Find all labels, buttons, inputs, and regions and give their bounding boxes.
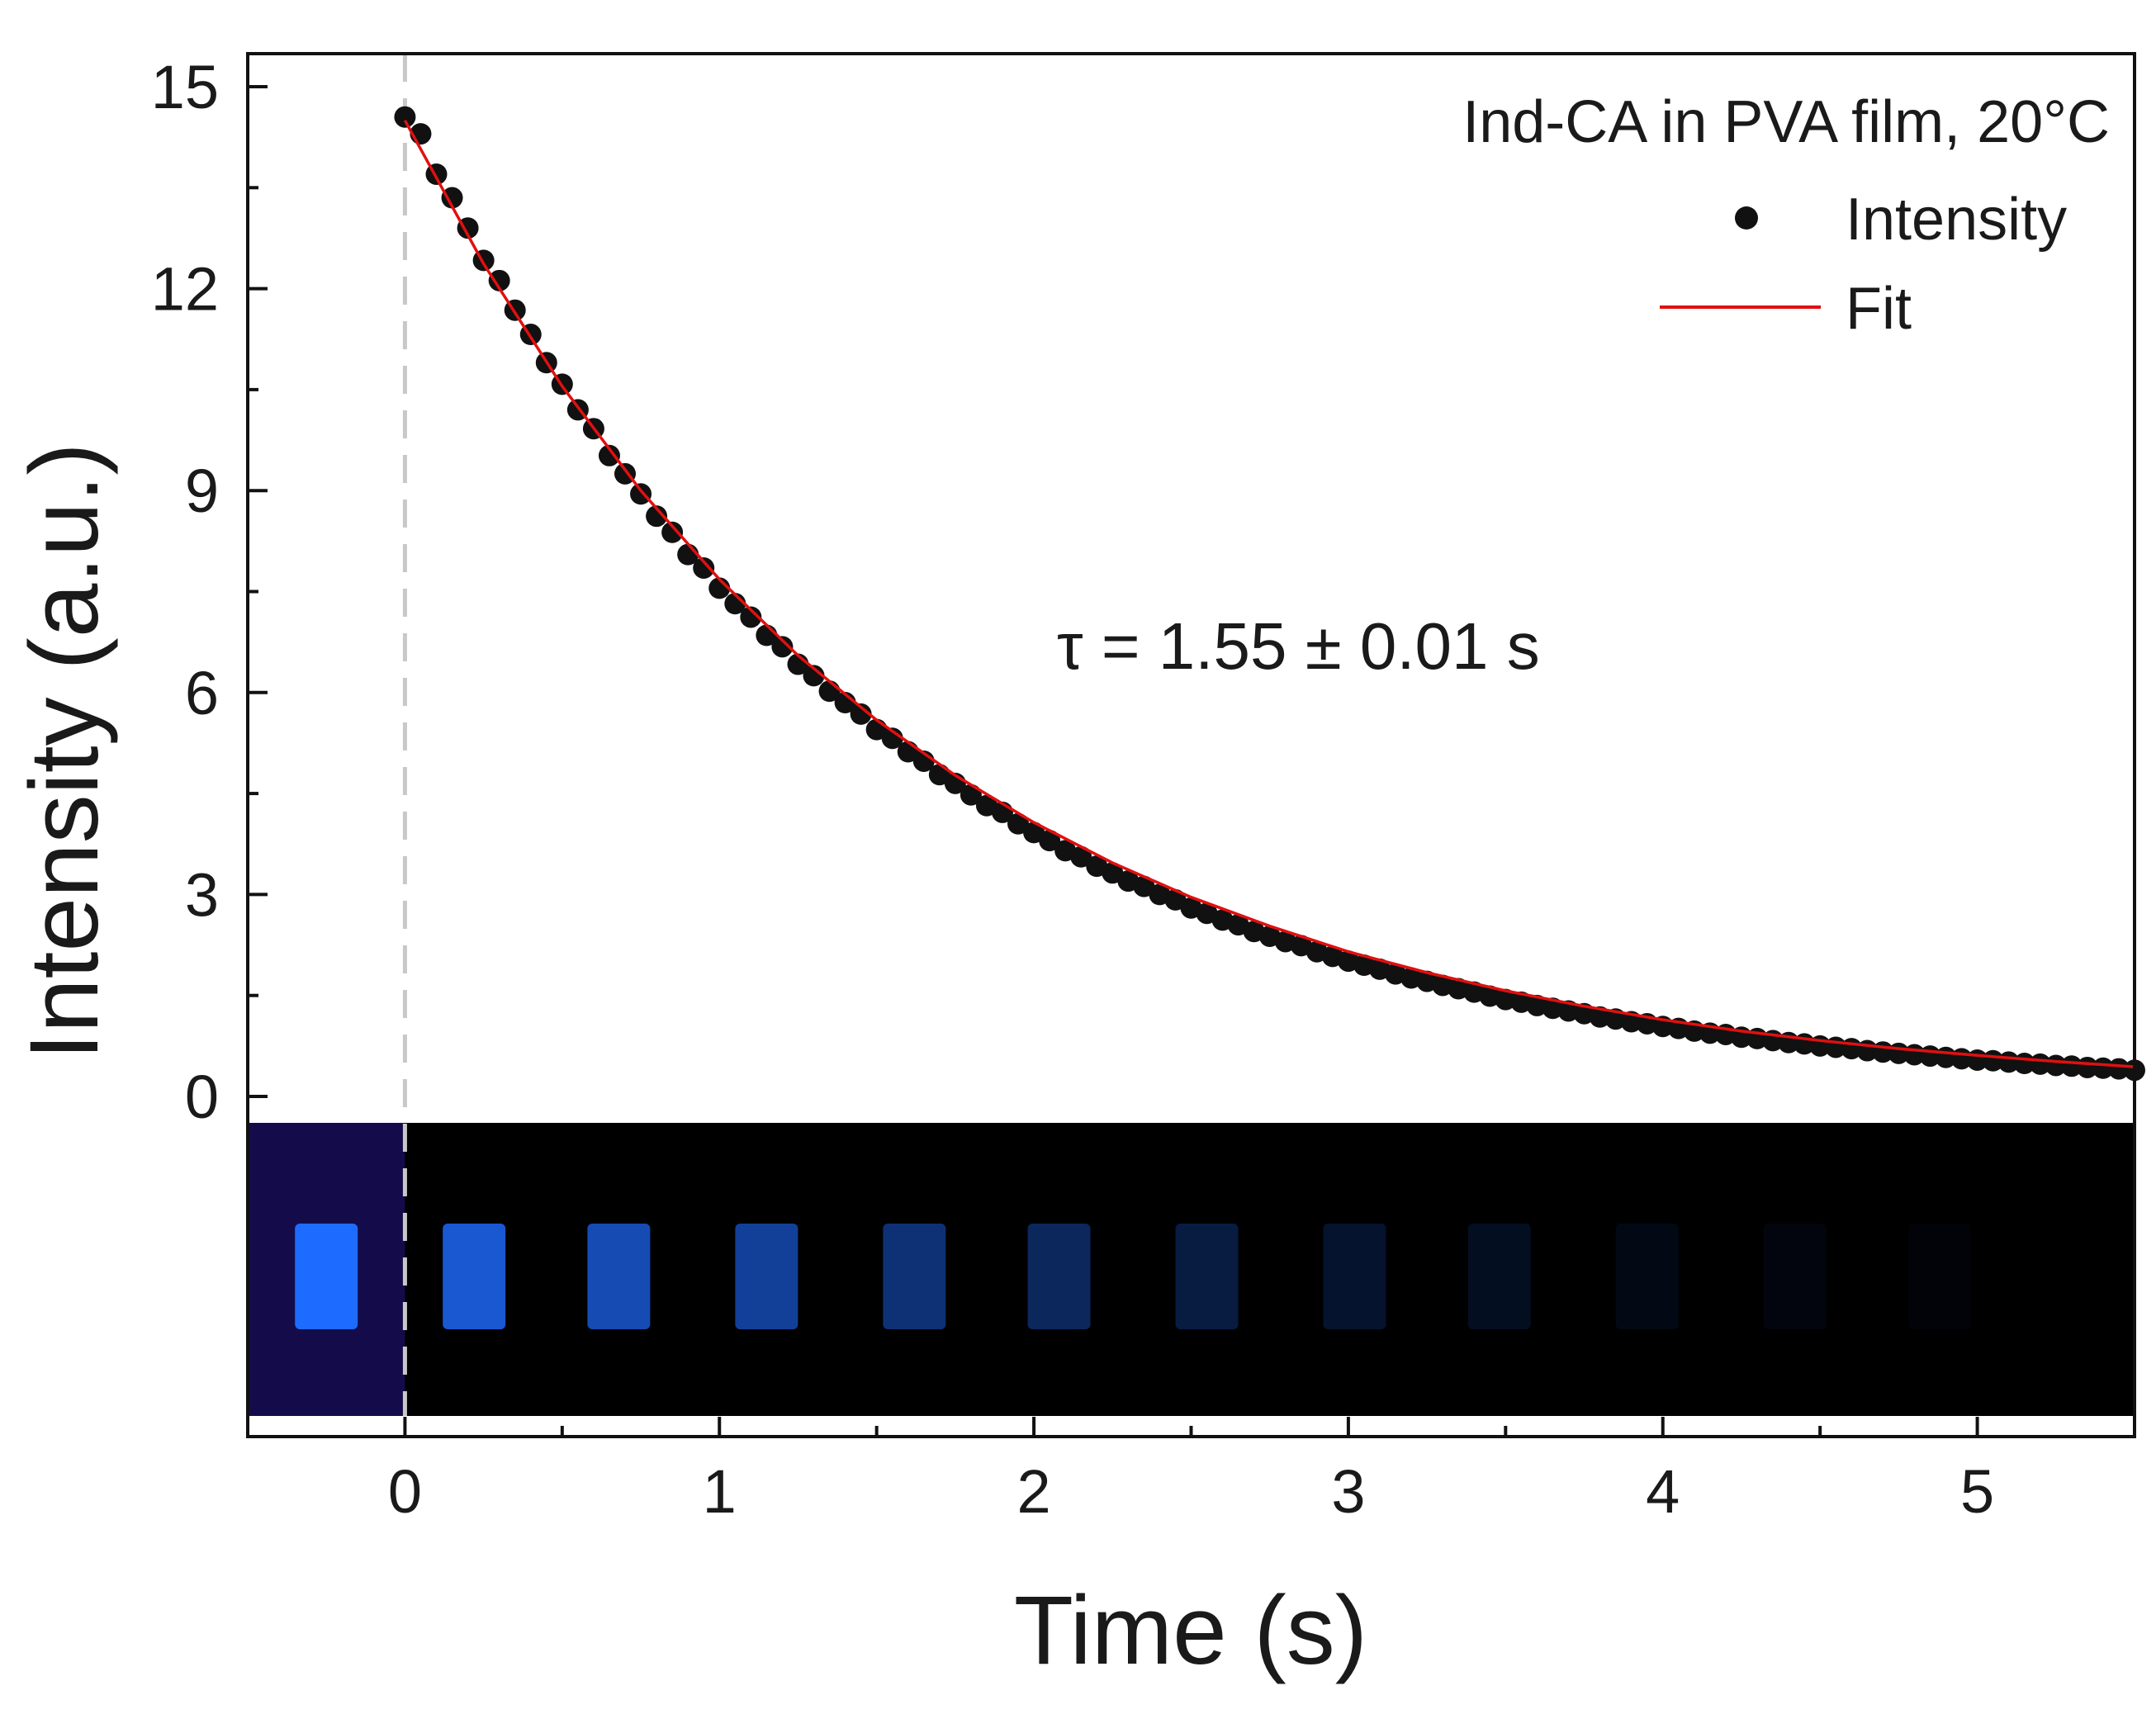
data-point bbox=[394, 106, 416, 128]
data-point bbox=[598, 444, 620, 466]
photo-inset bbox=[248, 54, 2135, 1416]
legend-intensity-marker bbox=[1735, 206, 1758, 230]
inset-frame bbox=[587, 1224, 651, 1329]
x-tick-label: 0 bbox=[388, 1457, 422, 1526]
inset-frame bbox=[443, 1224, 506, 1329]
y-tick-label: 12 bbox=[151, 255, 219, 324]
inset-frame bbox=[1763, 1224, 1827, 1329]
data-point bbox=[646, 505, 668, 528]
inset-frame bbox=[1467, 1224, 1531, 1329]
data-point bbox=[488, 269, 510, 291]
data-point bbox=[740, 606, 762, 628]
sample-annotation: Ind-CA in PVA film, 20°C bbox=[1462, 89, 2110, 155]
x-tick-label: 5 bbox=[1960, 1457, 1994, 1526]
inset-frame bbox=[1175, 1224, 1239, 1329]
inset-frame bbox=[735, 1224, 798, 1329]
inset-frame bbox=[295, 1224, 358, 1329]
data-point bbox=[661, 521, 684, 543]
data-point bbox=[693, 556, 715, 579]
plot-frame bbox=[246, 52, 2136, 1438]
data-layer bbox=[394, 106, 2145, 1082]
x-tick-label: 4 bbox=[1646, 1457, 1680, 1526]
y-tick-label: 9 bbox=[185, 457, 219, 525]
tau-annotation: τ = 1.55 ± 0.01 s bbox=[1057, 609, 1540, 683]
data-point bbox=[1007, 812, 1030, 835]
y-tick-label: 6 bbox=[185, 659, 219, 727]
inset-frame bbox=[1907, 1224, 1971, 1329]
data-point bbox=[803, 665, 825, 687]
data-point bbox=[771, 636, 794, 658]
data-point bbox=[850, 703, 872, 725]
data-point bbox=[881, 727, 903, 750]
y-axis-label: Intensity (a.u.) bbox=[10, 443, 119, 1060]
data-point bbox=[1039, 830, 1061, 852]
x-tick-label: 1 bbox=[703, 1457, 737, 1526]
legend-fit-label: Fit bbox=[1846, 276, 1912, 342]
inset-frame bbox=[883, 1224, 946, 1329]
y-tick-label: 15 bbox=[151, 53, 219, 121]
inset-frame bbox=[1027, 1224, 1091, 1329]
data-point bbox=[1070, 845, 1092, 868]
data-point bbox=[2107, 1058, 2130, 1080]
y-tick-label: 3 bbox=[185, 860, 219, 929]
x-tick-label: 3 bbox=[1331, 1457, 1365, 1526]
y-tick-label: 0 bbox=[185, 1063, 219, 1131]
x-tick-label: 2 bbox=[1017, 1457, 1051, 1526]
legend-intensity-label: Intensity bbox=[1846, 187, 2067, 253]
data-point bbox=[2092, 1057, 2114, 1079]
inset-frame bbox=[1615, 1224, 1679, 1329]
data-point bbox=[1589, 1006, 1611, 1028]
fit-line bbox=[403, 119, 2135, 1068]
legend: Intensity Fit bbox=[1660, 187, 2067, 342]
x-tick-labels: 0 1 2 3 4 5 bbox=[388, 1457, 1994, 1526]
x-axis-label: Time (s) bbox=[1014, 1576, 1367, 1685]
axis-ticks bbox=[246, 85, 2136, 1437]
data-point bbox=[441, 187, 463, 209]
data-point bbox=[630, 483, 652, 505]
y-tick-labels: 0 3 6 9 12 15 bbox=[151, 53, 219, 1131]
inset-frame bbox=[1323, 1224, 1386, 1329]
